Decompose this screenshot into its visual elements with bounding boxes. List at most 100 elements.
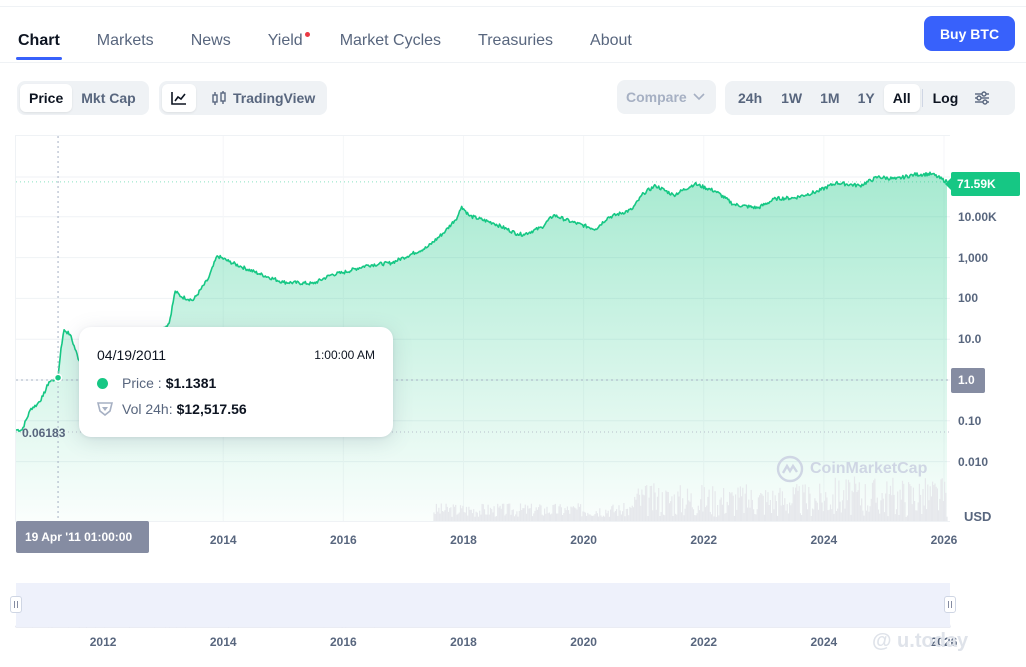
- volume-bar: [777, 515, 779, 521]
- volume-bar: [767, 492, 769, 521]
- range-1m-button[interactable]: 1M: [820, 90, 840, 106]
- line-chart-button[interactable]: [162, 84, 196, 112]
- volume-bar: [673, 494, 675, 521]
- volume-bar: [622, 511, 624, 521]
- volume-bar: [769, 500, 771, 521]
- nav-item-news[interactable]: News: [190, 32, 231, 49]
- nav-item-about[interactable]: About: [590, 32, 632, 49]
- volume-bar: [438, 507, 440, 521]
- navigator-left-handle[interactable]: [10, 596, 22, 613]
- volume-bar: [712, 486, 714, 521]
- volume-bar: [844, 508, 846, 521]
- volume-bar: [744, 493, 746, 521]
- volume-bar: [879, 513, 881, 521]
- x-tick-label: 2014: [209, 533, 237, 547]
- volume-bar: [721, 504, 723, 521]
- line-chart-icon: [171, 92, 186, 105]
- volume-bar: [906, 515, 908, 521]
- volume-bar: [680, 512, 683, 521]
- tradingview-button[interactable]: TradingView: [202, 84, 324, 112]
- volume-bar: [593, 515, 595, 521]
- volume-bar: [480, 514, 482, 521]
- volume-bar: [780, 505, 782, 521]
- volume-bar: [736, 509, 738, 521]
- volume-bar: [924, 478, 926, 521]
- volume-bar: [495, 516, 498, 521]
- volume-bar: [522, 508, 524, 521]
- volume-bar: [636, 493, 638, 521]
- market-cap-toggle-button[interactable]: Mkt Cap: [81, 90, 136, 106]
- y-tick-label: 0.10: [958, 413, 982, 428]
- crosshair-date-tag: 19 Apr '11 01:00:00: [16, 521, 149, 553]
- volume-bar: [944, 481, 946, 521]
- volume-bar: [515, 514, 517, 521]
- log-scale-button[interactable]: Log: [932, 90, 959, 106]
- volume-bar: [632, 507, 635, 521]
- range-1w-button[interactable]: 1W: [781, 90, 803, 106]
- volume-bar: [546, 506, 548, 521]
- volume-bar: [507, 503, 510, 521]
- volume-bar: [810, 516, 812, 521]
- buy-btc-button[interactable]: Buy BTC: [924, 16, 1015, 51]
- volume-bar: [868, 511, 870, 521]
- range-1y-button[interactable]: 1Y: [857, 90, 875, 106]
- volume-bar: [709, 511, 711, 521]
- nav-item-treasuries[interactable]: Treasuries: [478, 32, 554, 49]
- volume-bar: [692, 509, 695, 521]
- metric-toggle: Price Mkt Cap: [17, 81, 149, 115]
- volume-bar: [605, 509, 607, 521]
- volume-bar: [455, 504, 457, 521]
- chart-settings-button[interactable]: [966, 84, 998, 112]
- nav-item-market-cycles[interactable]: Market Cycles: [339, 32, 442, 49]
- volume-bar: [583, 511, 585, 521]
- volume-bar: [667, 492, 669, 521]
- navigator-x-tick-label: 2012: [89, 635, 117, 649]
- volume-bar: [909, 484, 911, 521]
- nav-item-markets[interactable]: Markets: [96, 32, 154, 49]
- volume-bar: [656, 496, 659, 521]
- volume-bar: [899, 489, 901, 521]
- volume-bar: [930, 496, 932, 521]
- volume-bar: [901, 480, 904, 521]
- range-24h-button[interactable]: 24h: [738, 90, 763, 106]
- volume-bar: [813, 509, 815, 521]
- volume-bar: [600, 515, 602, 521]
- volume-bar: [816, 502, 818, 521]
- volume-bar: [940, 479, 942, 521]
- volume-bar: [893, 494, 895, 521]
- volume-bar: [801, 515, 803, 521]
- volume-bar: [827, 510, 829, 521]
- current-price-tag: 71.59K: [945, 172, 1020, 196]
- nav-item-chart[interactable]: Chart: [16, 26, 62, 62]
- volume-bar: [717, 505, 719, 521]
- volume-bar: [450, 507, 452, 521]
- navigator-x-tick-label: 2014: [209, 635, 237, 649]
- volume-bar: [739, 486, 741, 521]
- crosshair-value-tag: 1.0: [951, 368, 985, 393]
- volume-bar: [581, 516, 583, 521]
- volume-bar: [929, 486, 931, 521]
- volume-bar: [599, 508, 601, 521]
- volume-bar: [631, 505, 633, 521]
- compare-dropdown[interactable]: Compare: [617, 80, 716, 114]
- volume-bar: [834, 477, 836, 521]
- volume-bar: [932, 481, 934, 521]
- volume-bar: [447, 511, 450, 521]
- volume-bar: [459, 505, 462, 521]
- price-toggle-button[interactable]: Price: [20, 84, 73, 112]
- volume-bar: [467, 515, 469, 521]
- volume-bar: [498, 507, 500, 521]
- volume-bar: [619, 510, 621, 521]
- volume-bar: [601, 516, 603, 521]
- volume-bar: [727, 505, 729, 521]
- volume-bar: [635, 499, 637, 521]
- navigator-right-handle[interactable]: [944, 596, 956, 613]
- range-navigator[interactable]: [16, 583, 950, 627]
- volume-bar: [473, 509, 475, 521]
- volume-bar: [856, 492, 858, 521]
- volume-bar: [820, 493, 822, 521]
- volume-bar: [653, 483, 655, 521]
- nav-item-yield[interactable]: Yield: [268, 26, 310, 62]
- volume-bar: [926, 509, 928, 521]
- range-all-button[interactable]: All: [883, 84, 920, 112]
